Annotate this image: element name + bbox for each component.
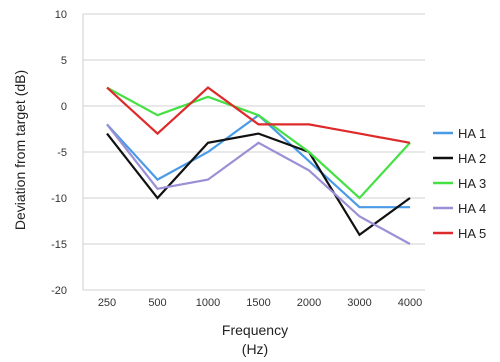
legend: HA 1 HA 2 HA 3 HA 4 HA 5: [433, 126, 486, 241]
gridlines: [82, 13, 425, 291]
legend-label: HA 5: [458, 226, 486, 241]
legend-label: HA 3: [458, 176, 486, 191]
series-line-ha-2: [106, 132, 411, 237]
legend-label: HA 1: [458, 126, 486, 141]
y-tick-label: 5: [61, 55, 67, 67]
x-tick-label: 250: [98, 297, 116, 309]
y-axis-label: Deviation from target (dB): [12, 70, 28, 230]
series-line-ha-4: [106, 123, 411, 245]
y-axis-ticks: 10 5 0 -5 -10 -15 -20: [51, 9, 67, 297]
series-line-ha-5: [106, 86, 411, 144]
series-lines: [106, 86, 411, 245]
series-line-ha-3: [106, 86, 411, 200]
x-tick-label: 1000: [196, 297, 220, 309]
y-tick-label: -15: [51, 239, 67, 251]
legend-label: HA 4: [458, 201, 486, 216]
y-tick-label: -5: [57, 147, 67, 159]
y-tick-label: -20: [51, 285, 67, 297]
legend-label: HA 2: [458, 151, 486, 166]
x-axis-label-line-1: Frequency: [222, 322, 288, 338]
x-tick-label: 1500: [246, 297, 270, 309]
x-axis-label-line-2: (Hz): [242, 341, 268, 357]
y-tick-label: 0: [61, 101, 67, 113]
x-tick-label: 4000: [398, 297, 422, 309]
x-axis-ticks: 250 500 1000 1500 2000 3000 4000: [98, 297, 422, 309]
x-tick-label: 3000: [347, 297, 371, 309]
y-tick-label: 10: [55, 9, 67, 21]
x-tick-label: 500: [148, 297, 166, 309]
y-tick-label: -10: [51, 193, 67, 205]
x-tick-label: 2000: [297, 297, 321, 309]
